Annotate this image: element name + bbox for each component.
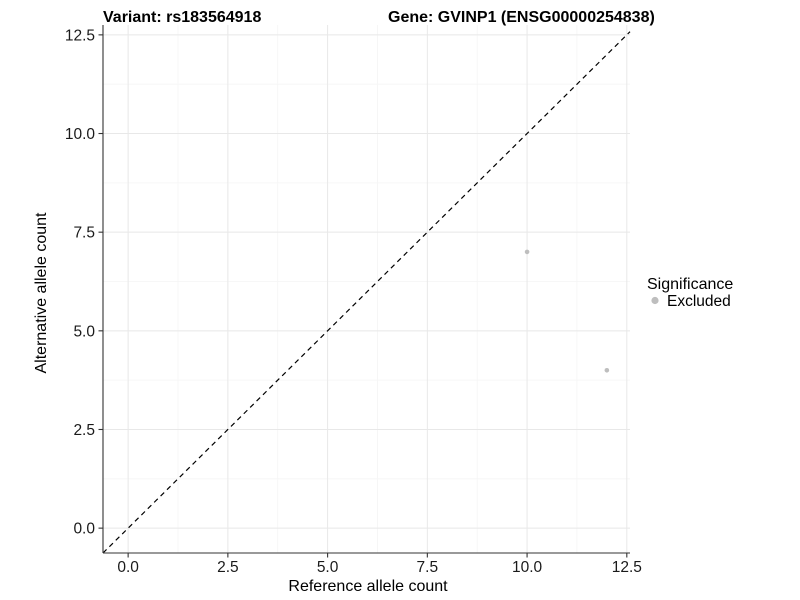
identity-reference-line: [102, 31, 631, 554]
y-tick-label: 7.5: [73, 225, 95, 242]
data-point: [524, 249, 530, 255]
y-tick-label: 12.5: [65, 27, 95, 44]
y-tick-label: 5.0: [73, 323, 95, 340]
axis-lines-and-ticks: [98, 25, 630, 558]
x-tick-label: 7.5: [417, 559, 439, 576]
legend-item-excluded: Excluded: [667, 293, 731, 310]
gridlines-major: [103, 25, 630, 553]
legend: Significance Excluded: [647, 276, 733, 310]
y-axis-title: Alternative allele count: [33, 212, 50, 374]
y-tick-label: 0.0: [73, 521, 95, 538]
identity-line: [102, 31, 631, 554]
y-tick-label: 2.5: [73, 422, 95, 439]
y-tick-label: 10.0: [65, 126, 96, 143]
legend-key-dot-icon: [651, 296, 659, 305]
x-tick-label: 2.5: [217, 559, 239, 576]
x-tick-label: 0.0: [117, 559, 139, 576]
plot-title-variant: Variant: rs183564918: [103, 9, 261, 26]
x-tick-label: 10.0: [512, 559, 543, 576]
x-tick-label: 5.0: [317, 559, 339, 576]
x-axis-title: Reference allele count: [288, 578, 448, 595]
plot-title-gene: Gene: GVINP1 (ENSG00000254838): [388, 9, 655, 26]
plot-panel: [103, 25, 630, 553]
data-point: [604, 367, 610, 373]
data-points: [524, 249, 610, 373]
x-tick-label: 12.5: [612, 559, 642, 576]
legend-title: Significance: [647, 276, 733, 293]
axis-tick-labels: 0.0 2.5 5.0 7.5 10.0 12.5 0.0 2.5 5.0 7.5 10.0 12.5: [65, 27, 642, 576]
gridlines-minor: [103, 25, 630, 553]
